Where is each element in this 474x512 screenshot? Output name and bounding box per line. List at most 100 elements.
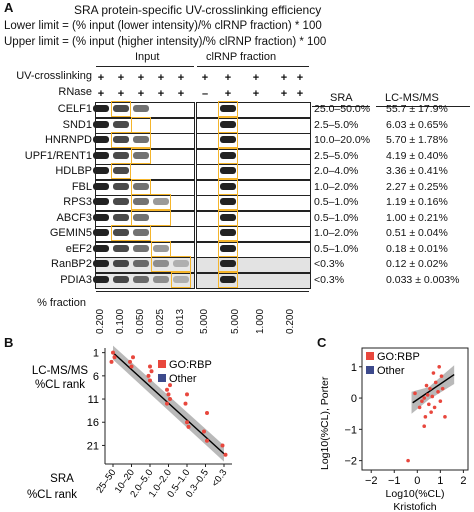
- data-point: [129, 364, 134, 369]
- x-axis-label-line1: Log10(%CL): [386, 488, 445, 500]
- protein-name: RPS3: [63, 196, 92, 208]
- crosslink-match-box: [131, 209, 171, 226]
- protein-name: eEF2: [65, 242, 92, 255]
- input-band: [133, 260, 149, 267]
- rnase-sign: +: [117, 88, 125, 100]
- y-tick-label: 6: [93, 371, 99, 383]
- uv-sign: +: [177, 72, 185, 84]
- input-band: [113, 151, 129, 159]
- crosslink-match-box: [131, 147, 151, 164]
- rnase-sign: +: [97, 88, 105, 100]
- clrnp-group-divider: [197, 66, 309, 67]
- crosslink-match-box: [111, 225, 151, 241]
- input-band: [113, 213, 129, 221]
- y-axis-label-line2: %CL rank: [35, 379, 85, 391]
- clrnp-band: [220, 120, 236, 128]
- crosslink-match-box: [111, 132, 151, 148]
- column-header-lcms: LC-MS/MS: [385, 92, 439, 104]
- blot-row: HNRNPD 10.0–20.0% 5.70 ± 1.78%: [0, 132, 474, 149]
- data-point: [422, 424, 427, 429]
- sra-value: 0.5–1.0%: [314, 242, 359, 255]
- data-point: [424, 383, 429, 388]
- data-point: [149, 369, 154, 374]
- input-band: [93, 120, 109, 128]
- uv-sign: +: [137, 72, 145, 84]
- data-point: [109, 359, 114, 364]
- clrnp-band: [220, 229, 236, 236]
- data-point: [202, 429, 206, 434]
- data-point: [420, 399, 424, 403]
- input-band: [133, 182, 149, 190]
- data-point: [148, 378, 152, 383]
- rnase-sign: +: [177, 88, 185, 100]
- data-point: [166, 392, 171, 397]
- panel-a-title: SRA protein-specific UV-crosslinking eff…: [74, 3, 322, 17]
- blot-row: CELF1 25.0–50.0% 55.7 ± 17.9%: [0, 101, 474, 118]
- lcms-value: 4.19 ± 0.40%: [386, 149, 448, 162]
- uv-sign: +: [97, 72, 105, 84]
- blot-row: ABCF3 0.5–1.0% 1.00 ± 0.21%: [0, 209, 474, 227]
- lcms-value: 2.27 ± 0.25%: [386, 180, 448, 193]
- lcms-value: 55.7 ± 17.9%: [386, 103, 448, 115]
- crosslink-match-box: [131, 116, 151, 133]
- sra-value: 0.5–1.0%: [314, 211, 359, 224]
- input-band: [133, 105, 149, 112]
- blot-row: SND1 2.5–5.0% 6.03 ± 0.65%: [0, 116, 474, 134]
- input-band: [113, 182, 129, 190]
- clrnp-match-box: [218, 178, 238, 195]
- input-band: [113, 136, 129, 143]
- data-point: [128, 359, 132, 364]
- input-band: [113, 120, 129, 128]
- data-point: [437, 364, 441, 369]
- clrnp-match-box: [218, 225, 238, 241]
- panel-c-letter: C: [317, 335, 327, 350]
- legend-label-rbp: GO:RBP: [377, 351, 420, 363]
- clrnp-match-box: [218, 132, 238, 148]
- input-band: [113, 229, 129, 236]
- rnase-sign: –: [201, 88, 209, 100]
- clrnp-band: [220, 167, 236, 174]
- protein-name: PDIA3: [60, 273, 92, 286]
- input-band: [113, 198, 129, 205]
- clrnp-match-box: [218, 194, 238, 210]
- clrnp-match-box: [218, 209, 238, 226]
- sra-value: 2.5–5.0%: [314, 149, 359, 162]
- lcms-value: 0.12 ± 0.02%: [386, 258, 448, 270]
- blot-row: RanBP2 <0.3% 0.12 ± 0.02%: [0, 256, 474, 273]
- uv-sign: +: [280, 72, 288, 84]
- x-tick-label: −2: [365, 475, 378, 487]
- sra-value: 0.5–1.0%: [314, 196, 359, 208]
- sra-value: 1.0–2.0%: [314, 227, 359, 239]
- uv-sign: +: [117, 72, 125, 84]
- data-point: [148, 364, 152, 369]
- fraction-label: % fraction: [37, 297, 86, 309]
- y-tick-label: −2: [344, 456, 357, 468]
- data-point: [438, 399, 443, 403]
- input-band: [113, 260, 129, 267]
- crosslink-match-box: [151, 240, 171, 257]
- panel-c-chart: −2 −1 0 1 2 1 0 −1 −2 Log10(%CL), Porter Log10(%CL…: [319, 347, 469, 512]
- data-point: [423, 415, 428, 419]
- data-point: [186, 424, 191, 429]
- formula-lower: Lower limit = (% input (lower intensity)…: [4, 20, 322, 32]
- clrnp-band: [220, 213, 236, 221]
- clrnp-match-box: [218, 256, 238, 272]
- data-point: [429, 410, 433, 414]
- x-tick-label: 2: [460, 475, 466, 487]
- sra-value: 10.0–20.0%: [314, 134, 371, 146]
- input-band: [153, 244, 169, 252]
- clrnp-band: [220, 182, 236, 190]
- clrnp-band: [220, 260, 236, 267]
- blot-row: HDLBP 2.0–4.0% 3.36 ± 0.41%: [0, 163, 474, 180]
- protein-name: GEMIN5: [49, 227, 92, 239]
- y-tick-label: 1: [93, 348, 99, 360]
- input-band: [133, 244, 149, 252]
- input-band: [93, 213, 109, 221]
- data-point: [440, 386, 445, 391]
- input-band: [93, 151, 109, 159]
- clrnp-band: [220, 105, 236, 112]
- panel-b-plot-area: 1611162125–5010–202.0–5.01.0–2.00.5–1.00…: [27, 345, 232, 501]
- input-band: [173, 260, 189, 267]
- input-band: [173, 275, 189, 283]
- input-band: [93, 167, 109, 174]
